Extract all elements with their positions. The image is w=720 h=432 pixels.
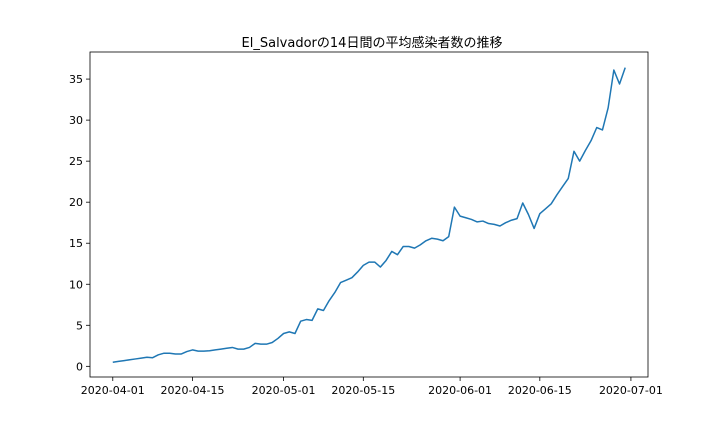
- y-tick-label: 5: [76, 319, 83, 332]
- plot-area: 2020-04-01 2020-04-15 2020-05-01 2020-05-15…: [69, 51, 663, 397]
- y-tick-label: 10: [69, 278, 83, 291]
- x-tick-label: 2020-04-01: [81, 384, 145, 397]
- y-tick-label: 35: [69, 73, 83, 86]
- series-line-0: [112, 67, 626, 363]
- y-tick-label: 15: [69, 237, 83, 250]
- x-tick-label: 2020-05-15: [331, 384, 395, 397]
- y-tick-label: 20: [69, 196, 83, 209]
- axes-frame: [89, 51, 649, 378]
- y-tick-label: 30: [69, 114, 83, 127]
- chart-title: El_Salvadorの14日間の平均感染者数の推移: [242, 35, 503, 51]
- x-tick-label: 2020-04-15: [161, 384, 225, 397]
- y-tick-label: 25: [69, 155, 83, 168]
- x-tick-label: 2020-06-15: [508, 384, 572, 397]
- x-tick-label: 2020-05-01: [252, 384, 316, 397]
- y-tick-label: 0: [76, 360, 83, 373]
- x-tick-label: 2020-06-01: [428, 384, 492, 397]
- x-tick-label: 2020-07-01: [599, 384, 663, 397]
